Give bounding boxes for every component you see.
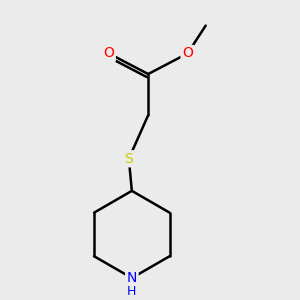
Text: S: S: [124, 152, 133, 166]
Text: O: O: [182, 46, 193, 60]
Text: O: O: [103, 46, 114, 60]
Text: H: H: [127, 285, 136, 298]
Text: N: N: [127, 271, 137, 285]
